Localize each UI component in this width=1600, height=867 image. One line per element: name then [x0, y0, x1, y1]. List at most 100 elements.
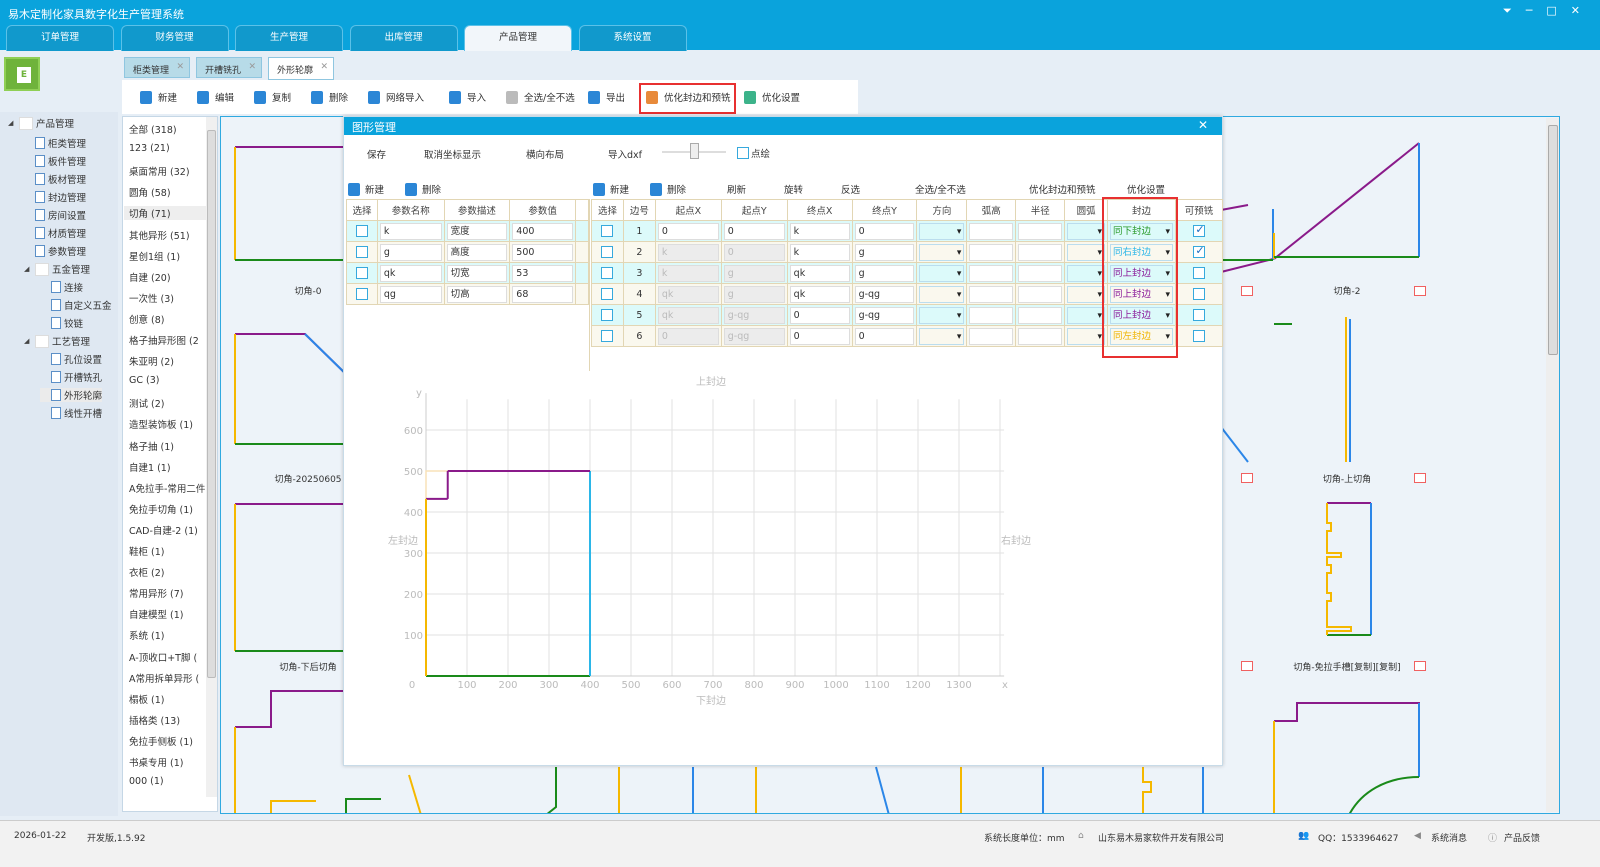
row-checkbox[interactable]: [601, 330, 614, 342]
row-checkbox[interactable]: [601, 309, 614, 321]
row-checkbox[interactable]: [601, 246, 614, 258]
tree-item[interactable]: 材质管理: [24, 226, 86, 240]
doc-tab[interactable]: 开槽铣孔 ✕: [196, 57, 262, 78]
start-y-cell[interactable]: g-qg: [723, 327, 785, 345]
thumbnail-label[interactable]: 切角-0: [294, 287, 322, 297]
edge-band-select[interactable]: 同右封边: [1110, 243, 1173, 261]
direction-select[interactable]: [919, 243, 965, 261]
minimize-icon[interactable]: ─: [1525, 4, 1533, 17]
tree-item[interactable]: 外形轮廓: [40, 388, 103, 402]
edge-band-select[interactable]: 同上封边: [1110, 264, 1173, 282]
status-qq[interactable]: QQ：1533964627: [1318, 834, 1399, 844]
row-checkbox[interactable]: [355, 246, 368, 258]
start-x-cell[interactable]: k: [657, 264, 719, 282]
save-button[interactable]: 保存: [367, 150, 387, 161]
arc-select[interactable]: [1067, 264, 1106, 282]
category-item[interactable]: 创意 (8): [129, 314, 165, 326]
status-company[interactable]: 山东易木易家软件开发有限公司: [1098, 834, 1225, 844]
gallery-scroll-thumb[interactable]: [1548, 125, 1558, 355]
arc-select[interactable]: [1067, 222, 1106, 240]
arc-height-cell[interactable]: [969, 306, 1014, 324]
thumbnail-checkbox[interactable]: [1241, 473, 1253, 483]
category-item[interactable]: 造型装饰板 (1): [129, 420, 193, 432]
arc-height-cell[interactable]: [969, 285, 1014, 303]
thumbnail-label[interactable]: 切角-免拉手槽[复制][复制]: [1293, 663, 1401, 673]
tree-item[interactable]: 板材管理: [24, 172, 86, 186]
category-item[interactable]: 圆角 (58): [129, 188, 171, 200]
start-x-cell[interactable]: 0: [657, 327, 719, 345]
column-header[interactable]: 选择: [346, 199, 378, 221]
messages-link[interactable]: 系统消息: [1431, 834, 1468, 844]
doc-tab[interactable]: 柜类管理 ✕: [124, 57, 190, 78]
direction-select[interactable]: [919, 285, 965, 303]
param-name-cell[interactable]: qg: [379, 285, 442, 303]
column-header[interactable]: 参数值: [509, 199, 577, 221]
category-item[interactable]: CAD-自建-2 (1): [129, 525, 198, 537]
start-y-cell[interactable]: 0: [723, 222, 785, 240]
dialog-close-icon[interactable]: ✕: [1197, 118, 1208, 132]
category-item[interactable]: 鞋柜 (1): [129, 547, 165, 558]
category-item[interactable]: 免拉手侧板 (1): [129, 736, 193, 748]
toolbar-button[interactable]: 网络导入: [368, 90, 424, 104]
thumbnail-checkbox[interactable]: [1414, 286, 1426, 296]
end-x-cell[interactable]: 0: [789, 327, 850, 345]
refresh-button[interactable]: 刷新: [727, 185, 747, 196]
tree-item[interactable]: 自定义五金: [40, 298, 112, 312]
column-header[interactable]: 选择: [591, 199, 624, 221]
category-item[interactable]: 格子抽 (1): [129, 441, 174, 453]
param-name-cell[interactable]: k: [379, 222, 442, 240]
category-item[interactable]: 测试 (2): [129, 399, 165, 411]
end-x-cell[interactable]: 0: [789, 306, 850, 324]
column-header[interactable]: 起点Y: [720, 199, 788, 221]
optimize-edge-button[interactable]: 优化封边和预铣: [1029, 185, 1096, 196]
close-icon[interactable]: ✕: [1570, 4, 1580, 17]
category-item[interactable]: 切角 (71): [124, 206, 206, 221]
direction-select[interactable]: [919, 264, 965, 282]
end-y-cell[interactable]: g-qg: [854, 306, 915, 324]
start-y-cell[interactable]: g: [723, 285, 785, 303]
param-value-cell[interactable]: 400: [512, 222, 574, 240]
expand-arrow-icon[interactable]: ◢: [24, 337, 30, 345]
select-all-button[interactable]: 全选/全不选: [915, 185, 966, 196]
tree-item[interactable]: ◢ 工艺管理: [24, 334, 90, 348]
radius-cell[interactable]: [1018, 327, 1063, 345]
tree-item[interactable]: 铰链: [40, 316, 83, 330]
tree-item[interactable]: 孔位设置: [40, 352, 102, 366]
radius-cell[interactable]: [1018, 243, 1063, 261]
main-tab[interactable]: 生产管理: [235, 25, 343, 51]
column-header[interactable]: 可预铣: [1174, 199, 1224, 221]
expand-arrow-icon[interactable]: ◢: [24, 265, 30, 273]
row-checkbox[interactable]: [601, 288, 614, 300]
param-desc-cell[interactable]: 宽度: [446, 222, 508, 240]
category-item[interactable]: 书桌专用 (1): [129, 758, 184, 769]
start-x-cell[interactable]: k: [657, 243, 719, 261]
tree-item[interactable]: 开槽铣孔: [40, 370, 102, 384]
arc-select[interactable]: [1067, 285, 1106, 303]
zoom-slider-thumb[interactable]: [690, 143, 699, 159]
edge-band-select[interactable]: 同左封边: [1110, 327, 1173, 345]
row-checkbox[interactable]: [601, 267, 614, 279]
row-checkbox[interactable]: [355, 225, 368, 237]
arc-select[interactable]: [1067, 243, 1106, 261]
param-new-button[interactable]: 新建: [348, 182, 384, 196]
end-y-cell[interactable]: 0: [854, 222, 915, 240]
import-dxf-button[interactable]: 导入dxf: [608, 150, 642, 161]
category-item[interactable]: A免拉手-常用二件: [129, 483, 206, 495]
arc-select[interactable]: [1067, 327, 1106, 345]
end-x-cell[interactable]: qk: [789, 264, 850, 282]
thumbnail-checkbox[interactable]: [1241, 286, 1253, 296]
direction-select[interactable]: [919, 222, 965, 240]
toggle-coords-button[interactable]: 取消坐标显示: [424, 150, 482, 161]
start-x-cell[interactable]: qk: [657, 306, 719, 324]
category-item[interactable]: 星创1组 (1): [129, 251, 181, 263]
toolbar-button[interactable]: 编辑: [197, 90, 234, 104]
category-scroll-thumb[interactable]: [207, 130, 216, 678]
param-delete-button[interactable]: 删除: [405, 182, 441, 196]
param-desc-cell[interactable]: 切高: [446, 285, 508, 303]
category-item[interactable]: 123 (21): [129, 143, 170, 155]
toolbar-button[interactable]: 导出: [588, 90, 625, 104]
end-x-cell[interactable]: qk: [789, 285, 850, 303]
main-tab[interactable]: 产品管理: [464, 25, 572, 51]
rotate-button[interactable]: 旋转: [784, 185, 804, 196]
start-y-cell[interactable]: 0: [723, 243, 785, 261]
